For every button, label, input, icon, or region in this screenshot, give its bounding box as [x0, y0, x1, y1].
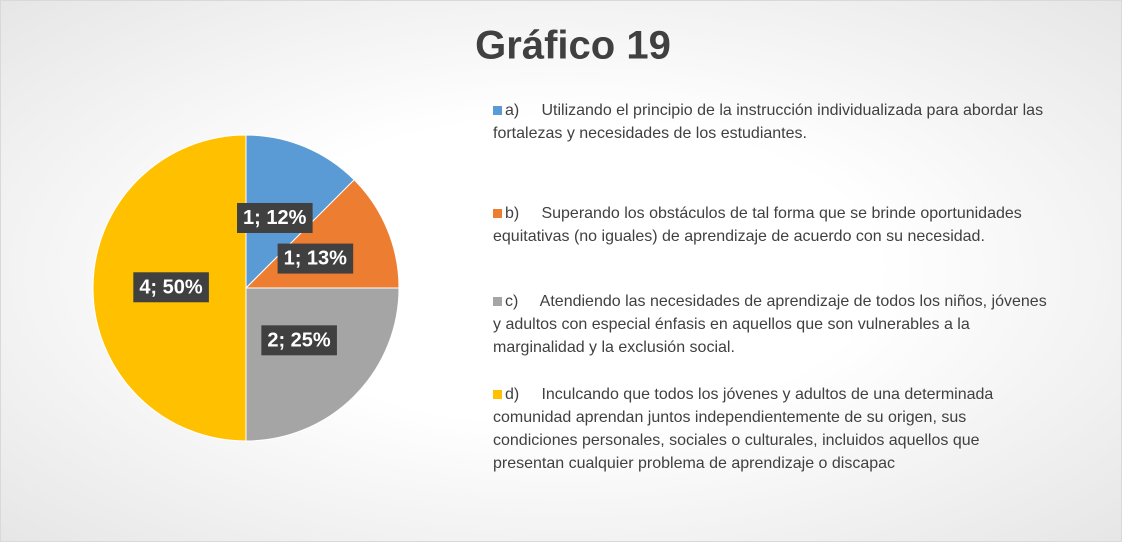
data-label: 4; 50% — [139, 276, 203, 298]
data-label-box — [133, 272, 209, 303]
legend-marker — [493, 209, 502, 218]
data-label-box — [277, 243, 354, 274]
chart-title: Gráfico 19 — [475, 24, 671, 68]
data-label: 2; 25% — [267, 329, 331, 351]
legend-marker — [493, 297, 502, 306]
legend-entry: d) Inculcando que todos los jóvenes y ad… — [493, 383, 1053, 475]
legend-entry: c) Atendiendo las necesidades de aprendi… — [493, 290, 1053, 359]
data-label: 1; 12% — [243, 207, 307, 229]
legend-entry: a) Utilizando el principio de la instruc… — [493, 99, 1053, 145]
pie-slice — [245, 287, 400, 442]
legend-marker — [493, 106, 502, 115]
legend-label: d) Inculcando que todos los jóvenes y ad… — [493, 386, 998, 472]
legend-label: c) Atendiendo las necesidades de aprendi… — [493, 293, 1052, 356]
legend-label: b) Superando los obstáculos de tal forma… — [493, 205, 1027, 245]
legend-marker — [493, 390, 502, 399]
data-label-box — [237, 202, 313, 233]
data-label-box — [261, 325, 337, 356]
legend-entry: b) Superando los obstáculos de tal forma… — [493, 202, 1053, 248]
legend-label: a) Utilizando el principio de la instruc… — [493, 102, 1048, 142]
data-label: 1; 13% — [284, 248, 348, 270]
